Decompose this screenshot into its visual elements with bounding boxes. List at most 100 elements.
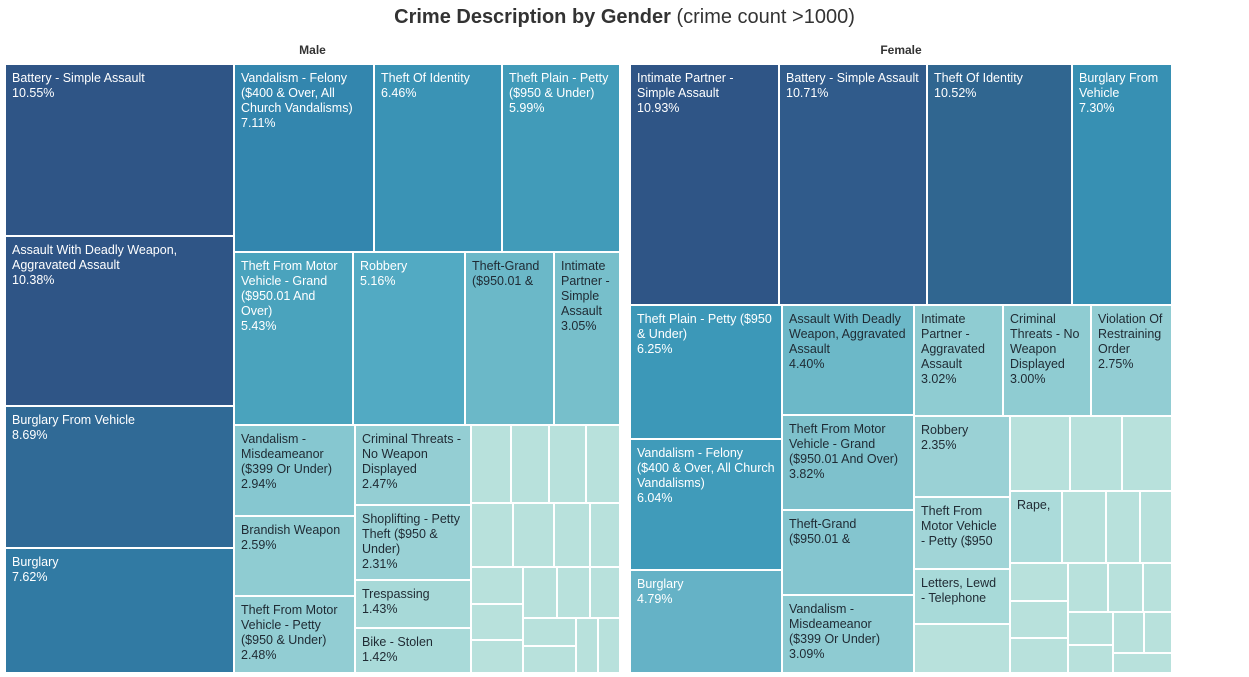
treemap-cell[interactable]: Theft Plain - Petty ($950 & Under) 5.99%	[502, 64, 620, 252]
treemap-cell-value: 3.09%	[789, 647, 825, 661]
panel-label-male: Male	[299, 43, 326, 57]
treemap-cell-label: Burglary	[12, 555, 59, 569]
treemap-cell[interactable]: Battery - Simple Assault 10.55%	[5, 64, 234, 236]
treemap-cell[interactable]: Theft From Motor Vehicle - Petty ($950 &…	[234, 596, 355, 673]
treemap-cell[interactable]: Bike - Stolen 1.42%	[355, 628, 471, 673]
treemap-cell-value: 3.02%	[921, 372, 957, 386]
treemap-cell-small[interactable]	[1140, 491, 1172, 563]
treemap-cell-label: Theft Of Identity	[934, 71, 1023, 85]
treemap-cell[interactable]: Vandalism - Felony ($400 & Over, All Chu…	[630, 439, 782, 570]
treemap-cell[interactable]: Theft Plain - Petty ($950 & Under) 6.25%	[630, 305, 782, 439]
treemap-cell-small[interactable]	[471, 640, 523, 673]
treemap-cell[interactable]: Trespassing 1.43%	[355, 580, 471, 628]
treemap-cell[interactable]: Theft From Motor Vehicle - Grand ($950.0…	[782, 415, 914, 510]
treemap-cell-small[interactable]	[523, 646, 576, 673]
treemap-cell-small[interactable]	[1010, 416, 1070, 491]
treemap-cell[interactable]: Rape,	[1010, 491, 1062, 563]
treemap-cell-small[interactable]	[523, 567, 557, 618]
treemap-cell-small[interactable]	[1106, 491, 1140, 563]
treemap-cell[interactable]: Burglary From Vehicle 8.69%	[5, 406, 234, 548]
treemap-cell-small[interactable]	[914, 624, 1010, 673]
treemap-cell-small[interactable]	[1068, 563, 1108, 612]
treemap-cell[interactable]: Intimate Partner - Simple Assault 10.93%	[630, 64, 779, 305]
treemap-cell-small[interactable]	[554, 503, 590, 567]
treemap-cell-small[interactable]	[1010, 563, 1068, 601]
treemap-cell-label: Burglary From Vehicle	[12, 413, 135, 427]
treemap-cell[interactable]: Assault With Deadly Weapon, Aggravated A…	[782, 305, 914, 415]
treemap-cell-small[interactable]	[576, 618, 598, 673]
treemap-cell[interactable]: Burglary 4.79%	[630, 570, 782, 673]
treemap-cell-value: 2.35%	[921, 438, 957, 452]
treemap-cell[interactable]: Robbery 2.35%	[914, 416, 1010, 497]
treemap-cell-small[interactable]	[557, 567, 590, 618]
treemap-cell-value: 5.16%	[360, 274, 396, 288]
treemap-cell-small[interactable]	[1010, 638, 1068, 673]
treemap-cell-small[interactable]	[471, 567, 523, 604]
treemap-cell-small[interactable]	[1144, 612, 1172, 653]
treemap-cell[interactable]: Theft-Grand ($950.01 &	[782, 510, 914, 595]
treemap-cell-label: Bike - Stolen	[362, 635, 433, 649]
treemap-cell-label: Violation Of Restraining Order	[1098, 312, 1163, 356]
treemap-cell-small[interactable]	[586, 425, 620, 503]
treemap-cell-label: Robbery	[360, 259, 408, 273]
treemap-cell-label: Theft From Motor Vehicle - Grand ($950.0…	[789, 422, 899, 466]
treemap-cell-small[interactable]	[590, 503, 620, 567]
treemap-cell[interactable]: Letters, Lewd - Telephone	[914, 569, 1010, 624]
treemap-cell[interactable]: Theft From Motor Vehicle - Petty ($950	[914, 497, 1010, 569]
treemap-cell-label: Trespassing	[362, 587, 430, 601]
treemap-cell-small[interactable]	[471, 604, 523, 640]
treemap-cell[interactable]: Vandalism - Felony ($400 & Over, All Chu…	[234, 64, 374, 252]
treemap-cell-small[interactable]	[1010, 601, 1068, 638]
treemap-cell[interactable]: Robbery 5.16%	[353, 252, 465, 425]
treemap-cell[interactable]: Theft Of Identity 10.52%	[927, 64, 1072, 305]
treemap-cell-small[interactable]	[511, 425, 549, 503]
treemap-cell[interactable]: Criminal Threats - No Weapon Displayed 3.…	[1003, 305, 1091, 416]
treemap-cell-small[interactable]	[1143, 563, 1172, 612]
treemap-cell-small[interactable]	[471, 425, 511, 503]
treemap-cell-label: Burglary From Vehicle	[1079, 71, 1159, 100]
treemap-cell-small[interactable]	[549, 425, 586, 503]
treemap-cell-small[interactable]	[523, 618, 576, 646]
treemap-cell[interactable]: Brandish Weapon 2.59%	[234, 516, 355, 596]
treemap-cell-small[interactable]	[1113, 653, 1172, 673]
treemap-cell[interactable]: Violation Of Restraining Order 2.75%	[1091, 305, 1172, 416]
treemap-cell-small[interactable]	[1068, 612, 1113, 645]
treemap-cell-value: 5.99%	[509, 101, 545, 115]
treemap-cell-label: Vandalism - Misdeameanor ($399 Or Under)	[789, 602, 881, 646]
treemap-cell-value: 3.05%	[561, 319, 597, 333]
treemap-cell-label: Theft Of Identity	[381, 71, 470, 85]
treemap-cell-small[interactable]	[471, 503, 513, 567]
treemap-cell[interactable]: Assault With Deadly Weapon, Aggravated A…	[5, 236, 234, 406]
treemap-cell-small[interactable]	[513, 503, 554, 567]
treemap-cell-small[interactable]	[1108, 563, 1143, 612]
treemap-cell-label: Assault With Deadly Weapon, Aggravated A…	[789, 312, 906, 356]
treemap-cell[interactable]: Theft From Motor Vehicle - Grand ($950.0…	[234, 252, 353, 425]
treemap-cell-small[interactable]	[598, 618, 620, 673]
treemap-cell[interactable]: Theft Of Identity 6.46%	[374, 64, 502, 252]
treemap-cell[interactable]: Intimate Partner - Aggravated Assault 3.0…	[914, 305, 1003, 416]
treemap-cell[interactable]: Theft-Grand ($950.01 &	[465, 252, 554, 425]
treemap-cell-small[interactable]	[1113, 612, 1144, 653]
treemap-cell[interactable]: Intimate Partner - Simple Assault 3.05%	[554, 252, 620, 425]
treemap-cell-label: Robbery	[921, 423, 969, 437]
chart-subtitle: (crime count >1000)	[676, 6, 855, 28]
treemap-cell-value: 6.04%	[637, 491, 673, 505]
treemap-cell-value: 2.31%	[362, 557, 398, 571]
treemap-cell-small[interactable]	[1070, 416, 1122, 491]
treemap-cell-label: Vandalism - Misdeameanor ($399 Or Under)	[241, 432, 333, 476]
treemap-cell-small[interactable]	[1122, 416, 1172, 491]
treemap-cell[interactable]: Vandalism - Misdeameanor ($399 Or Under)…	[234, 425, 355, 516]
treemap-cell[interactable]: Burglary From Vehicle 7.30%	[1072, 64, 1172, 305]
treemap-cell[interactable]: Burglary 7.62%	[5, 548, 234, 673]
treemap-cell[interactable]: Shoplifting - Petty Theft ($950 & Under)…	[355, 505, 471, 580]
treemap-cell[interactable]: Criminal Threats - No Weapon Displayed 2.…	[355, 425, 471, 505]
treemap-cell[interactable]: Battery - Simple Assault 10.71%	[779, 64, 927, 305]
treemap-cell-small[interactable]	[590, 567, 620, 618]
treemap-cell-label: Battery - Simple Assault	[12, 71, 145, 85]
treemap-cell-small[interactable]	[1062, 491, 1106, 563]
treemap-cell-label: Rape,	[1017, 498, 1051, 512]
treemap-cell-value: 8.69%	[12, 428, 48, 442]
treemap-cell[interactable]: Vandalism - Misdeameanor ($399 Or Under)…	[782, 595, 914, 673]
treemap-cell-label: Intimate Partner - Aggravated Assault	[921, 312, 985, 371]
treemap-cell-small[interactable]	[1068, 645, 1113, 673]
